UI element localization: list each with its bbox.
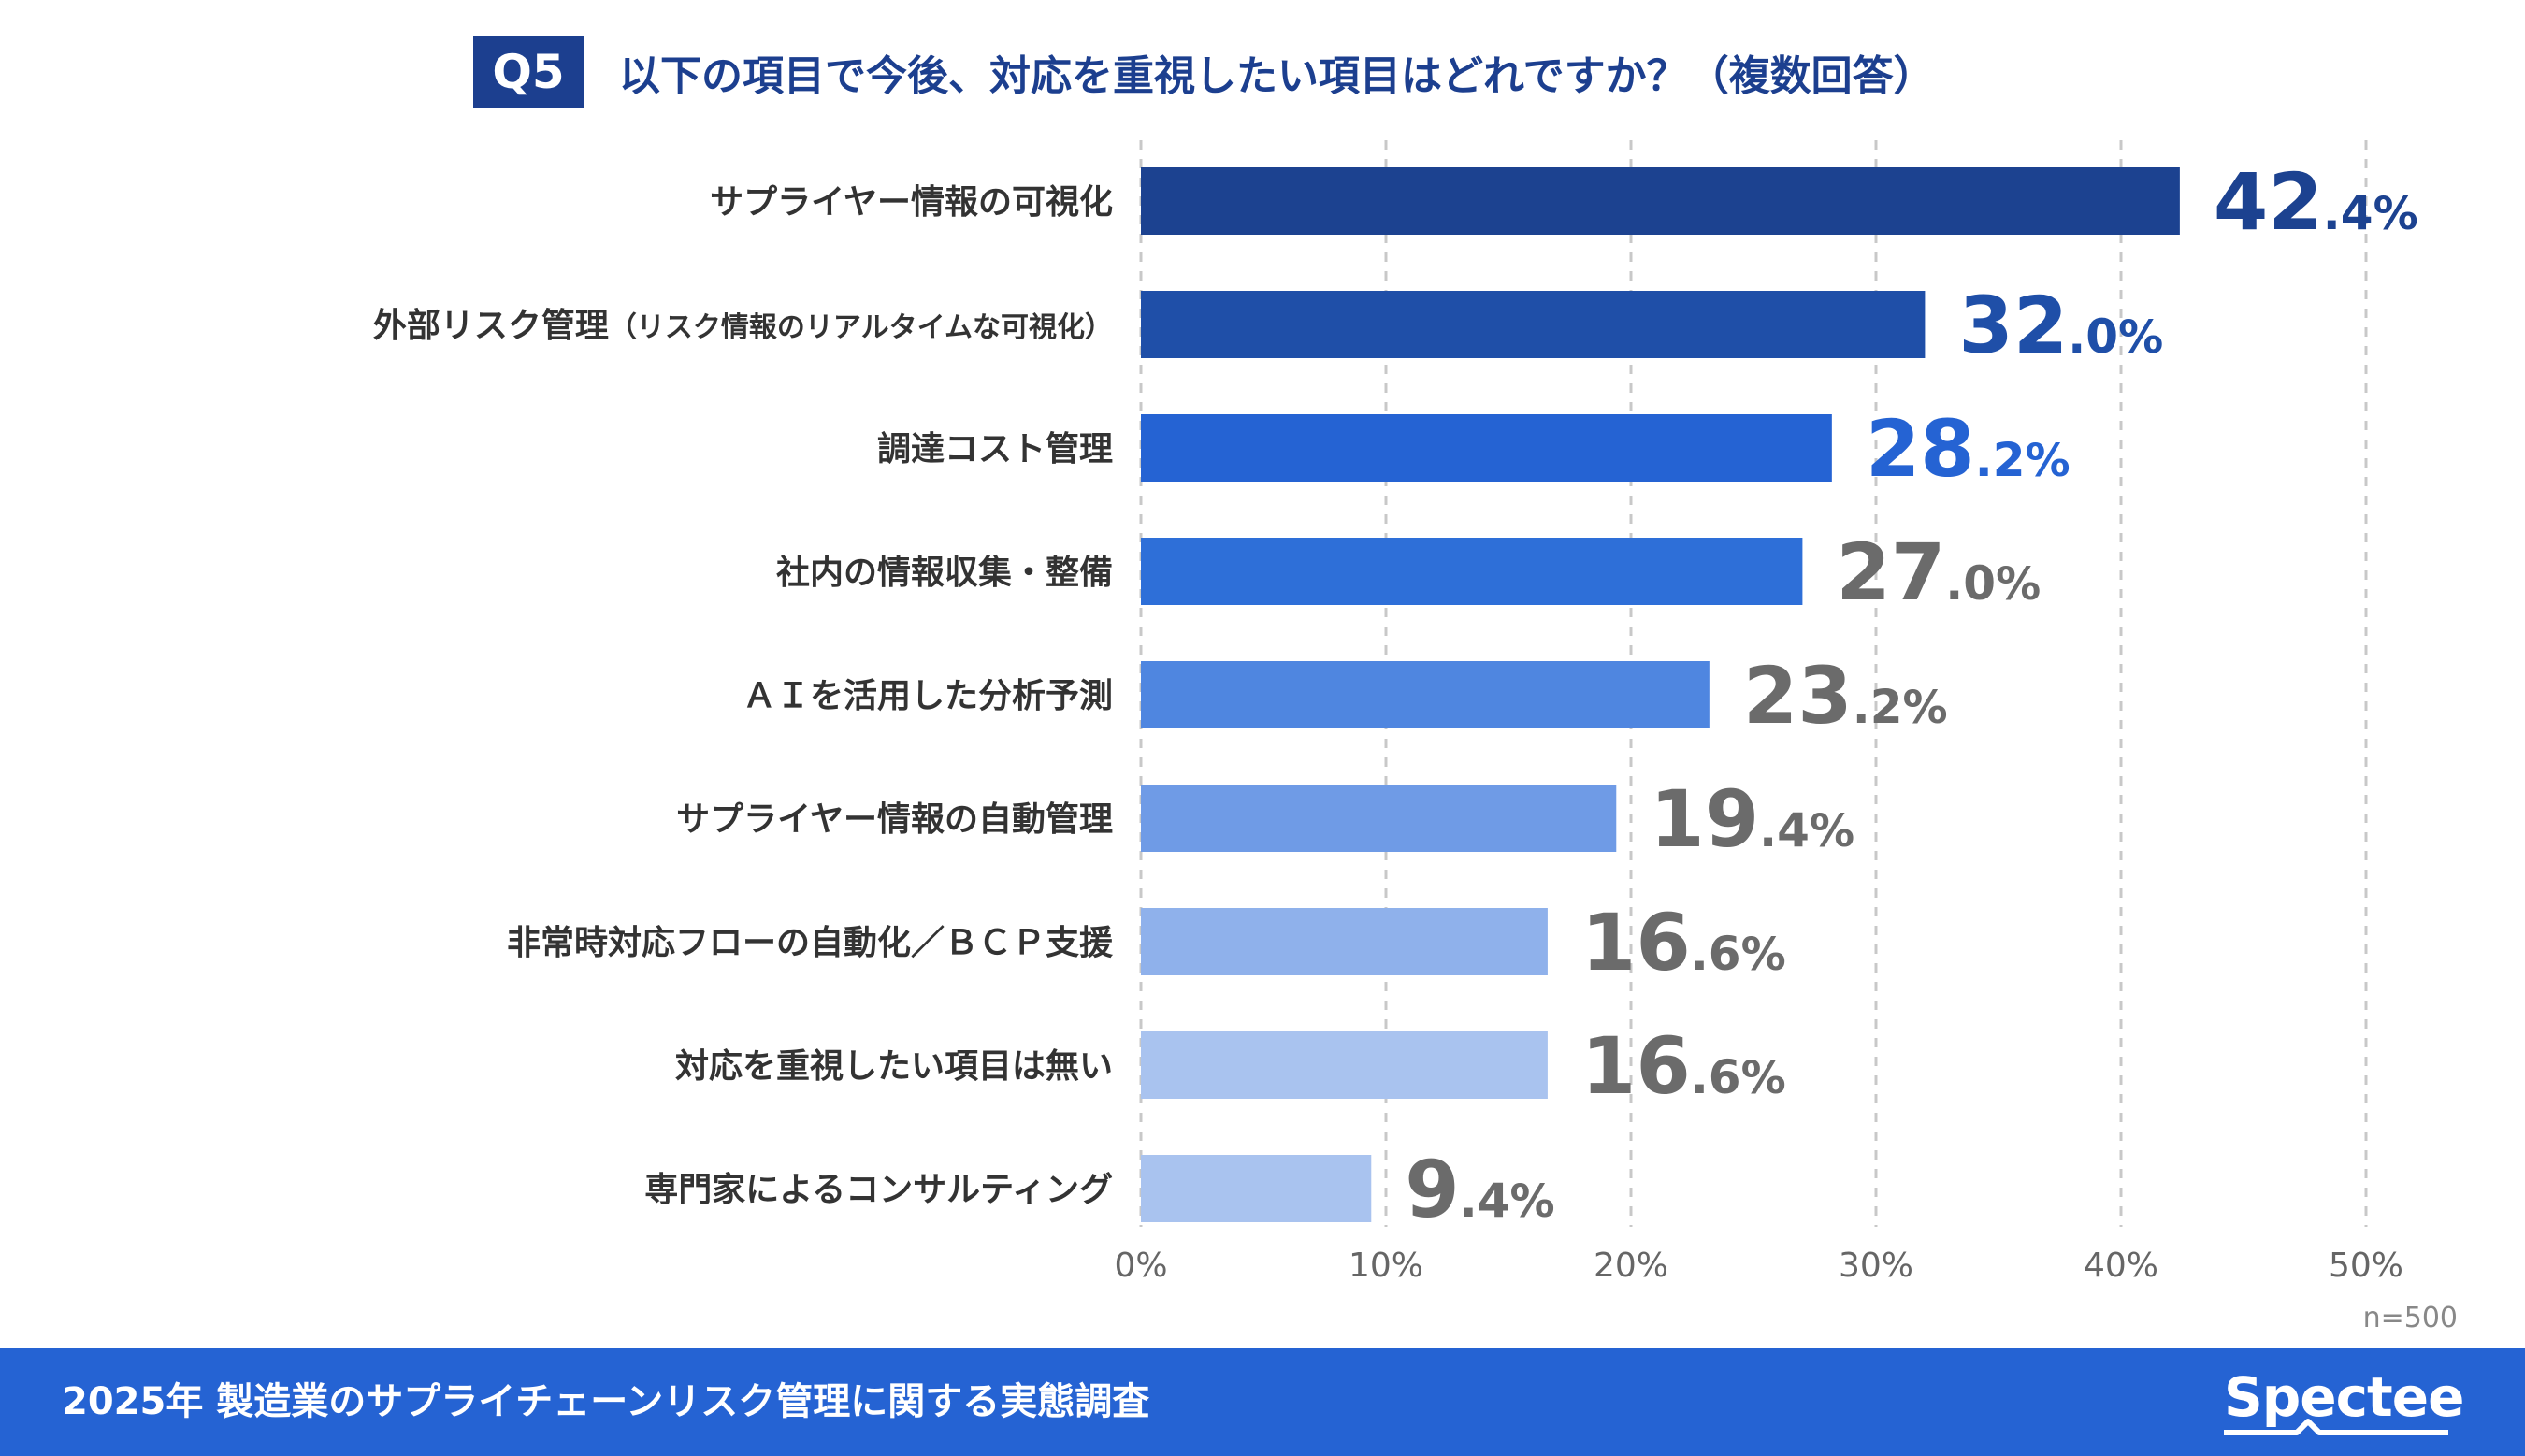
value-labels: 42.4%32.0%28.2%27.0%23.2%19.4%16.6%16.6%… <box>1405 156 2417 1235</box>
category-label: 調達コスト管理 <box>877 430 1113 469</box>
value-label-decimal: .2 <box>1975 433 2026 487</box>
value-label-int: 32 <box>1958 280 2068 371</box>
x-axis-ticks: 0% 10% 20% 30% 40% 50% <box>1114 1247 2403 1285</box>
value-label-int: 19 <box>1650 773 1759 865</box>
chart-header: Q5 以下の項目で今後、対応を重視したい項目はどれですか？（複数回答） <box>473 36 1935 108</box>
x-tick-label: 30% <box>1839 1247 1913 1285</box>
category-label-main: ＡＩを活用した分析予測 <box>743 677 1113 715</box>
value-label: 32.0% <box>1958 280 2163 371</box>
category-label-main: サプライヤー情報の可視化 <box>710 183 1113 222</box>
value-label: 42.4% <box>2214 156 2418 248</box>
value-label-decimal: .6 <box>1691 1050 1741 1104</box>
category-label: 非常時対応フローの自動化／ＢＣＰ支援 <box>507 924 1114 962</box>
value-label: 23.2% <box>1743 650 1948 742</box>
value-label-decimal: .4 <box>2323 186 2374 240</box>
category-label-main: サプライヤー情報の自動管理 <box>676 800 1113 839</box>
value-label-int: 16 <box>1581 1020 1691 1112</box>
category-label-main: 外部リスク管理 <box>373 307 609 345</box>
value-label-percent: % <box>1741 1052 1786 1104</box>
category-label: 外部リスク管理（リスク情報のリアルタイムな可視化） <box>373 307 1113 345</box>
bar <box>1141 1155 1372 1222</box>
value-label: 27.0% <box>1836 526 2041 618</box>
logo-text: Spectee <box>2224 1365 2464 1429</box>
value-label-percent: % <box>1810 805 1854 858</box>
value-label-percent: % <box>2118 311 2163 364</box>
value-label-int: 23 <box>1743 650 1853 742</box>
bar <box>1141 661 1710 728</box>
sample-size: n=500 <box>2362 1302 2458 1334</box>
x-tick-label: 40% <box>2084 1247 2158 1285</box>
value-label: 16.6% <box>1581 1020 1786 1112</box>
value-label-int: 16 <box>1581 897 1691 988</box>
logo-wave-icon <box>2224 1419 2448 1435</box>
value-label-decimal: .4 <box>1759 803 1810 858</box>
value-label: 16.6% <box>1581 897 1786 988</box>
category-label-main: 社内の情報収集・整備 <box>776 554 1113 592</box>
value-label-percent: % <box>1903 682 1948 734</box>
bar <box>1141 414 1832 482</box>
bar <box>1141 908 1548 975</box>
value-label-decimal: .4 <box>1460 1174 1510 1228</box>
category-label-main: 非常時対応フローの自動化／ＢＣＰ支援 <box>507 924 1114 962</box>
value-label-decimal: .2 <box>1853 680 1903 734</box>
x-tick-label: 20% <box>1594 1247 1668 1285</box>
bar <box>1141 167 2180 235</box>
value-label: 28.2% <box>1866 403 2070 495</box>
bars <box>1141 167 2180 1222</box>
value-label: 9.4% <box>1405 1144 1554 1235</box>
value-label-percent: % <box>2374 188 2418 240</box>
value-label-int: 42 <box>2214 156 2323 248</box>
value-label-percent: % <box>1741 929 1786 981</box>
question-text: 以下の項目で今後、対応を重視したい項目はどれですか？（複数回答） <box>619 52 1935 100</box>
category-label: サプライヤー情報の自動管理 <box>676 800 1113 839</box>
value-label-percent: % <box>1510 1175 1555 1228</box>
x-tick-label: 50% <box>2329 1247 2403 1285</box>
category-label-main: 対応を重視したい項目は無い <box>675 1047 1113 1086</box>
category-label-note: （リスク情報のリアルタイムな可視化） <box>609 311 1113 344</box>
x-tick-label: 0% <box>1114 1247 1167 1285</box>
category-label-main: 専門家によるコンサルティング <box>644 1171 1113 1209</box>
category-label: 専門家によるコンサルティング <box>644 1171 1113 1209</box>
bar <box>1141 785 1617 852</box>
value-label-decimal: .6 <box>1691 927 1741 981</box>
value-label-int: 9 <box>1405 1144 1459 1235</box>
category-label: サプライヤー情報の可視化 <box>710 183 1113 222</box>
bar <box>1141 1031 1548 1099</box>
category-label: ＡＩを活用した分析予測 <box>743 677 1113 715</box>
value-label-percent: % <box>2026 435 2070 487</box>
bar <box>1141 291 1926 358</box>
spectee-logo: Spectee <box>2224 1365 2464 1440</box>
x-tick-label: 10% <box>1349 1247 1423 1285</box>
footer-bar: 2025年 製造業のサプライチェーンリスク管理に関する実態調査 Spectee <box>0 1348 2525 1456</box>
bar <box>1141 538 1803 605</box>
category-label: 社内の情報収集・整備 <box>776 554 1113 592</box>
value-label: 19.4% <box>1650 773 1854 865</box>
category-label: 対応を重視したい項目は無い <box>675 1047 1113 1086</box>
category-label-main: 調達コスト管理 <box>877 430 1113 469</box>
value-label-percent: % <box>1996 558 2041 611</box>
question-badge: Q5 <box>473 36 584 108</box>
value-label-decimal: .0 <box>2068 310 2118 364</box>
value-label-int: 27 <box>1836 526 1945 618</box>
footer-title: 2025年 製造業のサプライチェーンリスク管理に関する実態調査 <box>62 1380 1150 1423</box>
value-label-decimal: .0 <box>1945 556 1996 611</box>
value-label-int: 28 <box>1866 403 1975 495</box>
